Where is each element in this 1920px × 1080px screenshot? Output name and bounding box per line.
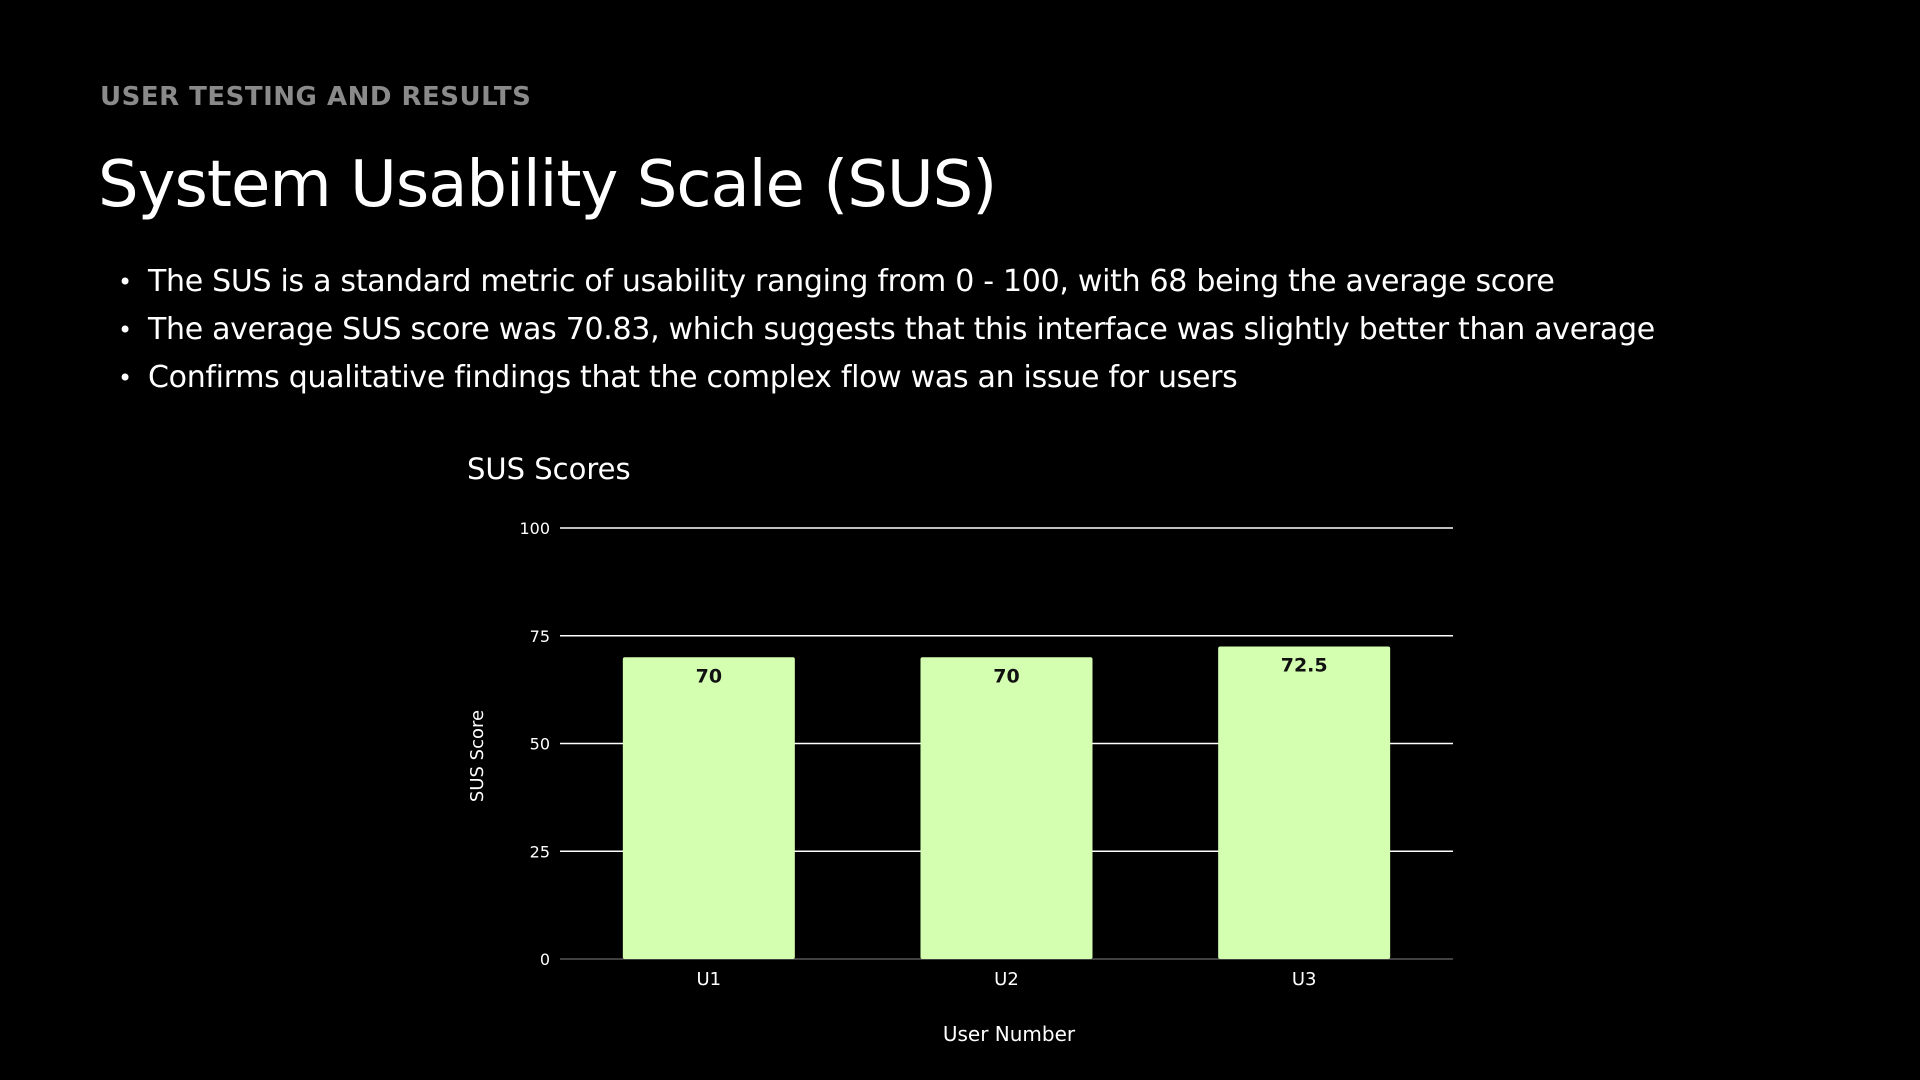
section-eyebrow: USER TESTING AND RESULTS (100, 82, 532, 112)
x-axis-label: User Number (943, 1022, 1076, 1046)
y-axis-label: SUS Score (467, 710, 488, 802)
chart-title: SUS Scores (467, 452, 631, 486)
sus-bar-chart: SUS Scores 0 25 50 75 100 70 70 72.5 U1 U2 U3 SU… (450, 450, 1470, 1060)
y-tick-label: 50 (530, 735, 550, 754)
bullet-list: The SUS is a standard metric of usabilit… (118, 258, 1655, 402)
y-tick-label: 0 (540, 950, 550, 969)
x-axis-ticks: U1 U2 U3 (697, 969, 1317, 990)
bars (622, 646, 1391, 959)
page-title: System Usability Scale (SUS) (98, 148, 997, 222)
y-axis-ticks: 0 25 50 75 100 (519, 519, 550, 969)
y-tick-label: 75 (530, 627, 550, 646)
data-label: 70 (696, 665, 722, 687)
x-tick-label: U3 (1292, 969, 1317, 990)
data-labels: 70 70 72.5 (696, 655, 1328, 688)
x-tick-label: U1 (697, 969, 722, 990)
data-label: 72.5 (1281, 655, 1328, 677)
data-label: 70 (993, 665, 1019, 687)
bar (1218, 646, 1391, 959)
x-tick-label: U2 (994, 969, 1019, 990)
bullet-item: Confirms qualitative findings that the c… (118, 354, 1655, 402)
y-tick-label: 100 (519, 519, 550, 538)
bar (622, 657, 795, 959)
y-tick-label: 25 (530, 842, 550, 861)
bullet-item: The SUS is a standard metric of usabilit… (118, 258, 1655, 306)
bar (920, 657, 1093, 959)
chart-svg: SUS Scores 0 25 50 75 100 70 70 72.5 U1 U2 U3 SU… (467, 452, 1453, 1046)
bullet-item: The average SUS score was 70.83, which s… (118, 306, 1655, 354)
